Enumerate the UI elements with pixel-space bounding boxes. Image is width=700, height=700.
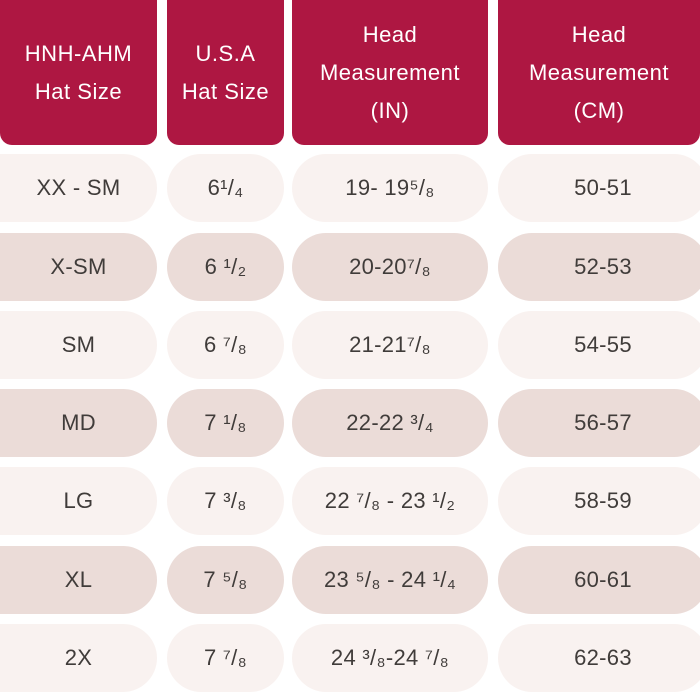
header-line: HNH-AHM — [24, 40, 133, 66]
usa-size-cell: 7 ⁷/₈ — [167, 624, 284, 692]
header-line: (IN) — [370, 97, 410, 123]
cm-cell: 58-59 — [498, 467, 700, 535]
table-row: MD 7 ¹/₈ 22-22 ³/₄ 56-57 — [0, 389, 700, 457]
table-row: SM 6 ⁷/₈ 21-21⁷/₈ 54-55 — [0, 311, 700, 379]
header-hnh-ahm-hat-size: HNH-AHM Hat Size — [0, 0, 157, 145]
usa-size-cell: 6¹/₄ — [167, 154, 284, 222]
usa-size-cell: 7 ³/₈ — [167, 467, 284, 535]
header-line: Hat Size — [181, 78, 270, 104]
header-head-measurement-cm: Head Measurement (CM) — [498, 0, 700, 145]
usa-size-cell: 7 ⁵/₈ — [167, 546, 284, 614]
cm-cell: 54-55 — [498, 311, 700, 379]
usa-size-cell: 7 ¹/₈ — [167, 389, 284, 457]
hnh-ahm-size-cell: SM — [0, 311, 157, 379]
header-line: Measurement — [319, 59, 460, 85]
cm-cell: 62-63 — [498, 624, 700, 692]
hnh-ahm-size-cell: 2X — [0, 624, 157, 692]
table-row: 2X 7 ⁷/₈ 24 ³/₈-24 ⁷/₈ 62-63 — [0, 624, 700, 692]
inches-cell: 21-21⁷/₈ — [292, 311, 488, 379]
inches-cell: 24 ³/₈-24 ⁷/₈ — [292, 624, 488, 692]
cm-cell: 50-51 — [498, 154, 700, 222]
cm-cell: 60-61 — [498, 546, 700, 614]
hnh-ahm-size-cell: LG — [0, 467, 157, 535]
header-head-measurement-in: Head Measurement (IN) — [292, 0, 488, 145]
table-row: XL 7 ⁵/₈ 23 ⁵/₈ - 24 ¹/₄ 60-61 — [0, 546, 700, 614]
usa-size-cell: 6 ¹/₂ — [167, 233, 284, 301]
inches-cell: 22 ⁷/₈ - 23 ¹/₂ — [292, 467, 488, 535]
header-line: Head — [571, 21, 627, 47]
table-row: X-SM 6 ¹/₂ 20-20⁷/₈ 52-53 — [0, 233, 700, 301]
header-line: U.S.A — [195, 40, 256, 66]
usa-size-cell: 6 ⁷/₈ — [167, 311, 284, 379]
inches-cell: 23 ⁵/₈ - 24 ¹/₄ — [292, 546, 488, 614]
inches-cell: 19- 19⁵/₈ — [292, 154, 488, 222]
table-row: LG 7 ³/₈ 22 ⁷/₈ - 23 ¹/₂ 58-59 — [0, 467, 700, 535]
cm-cell: 56-57 — [498, 389, 700, 457]
inches-cell: 20-20⁷/₈ — [292, 233, 488, 301]
hnh-ahm-size-cell: MD — [0, 389, 157, 457]
header-line: Head — [362, 21, 418, 47]
hnh-ahm-size-cell: X-SM — [0, 233, 157, 301]
header-line: (CM) — [573, 97, 625, 123]
header-line: Measurement — [528, 59, 669, 85]
table-row: XX - SM 6¹/₄ 19- 19⁵/₈ 50-51 — [0, 154, 700, 222]
header-line: Hat Size — [34, 78, 123, 104]
header-usa-hat-size: U.S.A Hat Size — [167, 0, 284, 145]
hnh-ahm-size-cell: XL — [0, 546, 157, 614]
cm-cell: 52-53 — [498, 233, 700, 301]
hnh-ahm-size-cell: XX - SM — [0, 154, 157, 222]
inches-cell: 22-22 ³/₄ — [292, 389, 488, 457]
